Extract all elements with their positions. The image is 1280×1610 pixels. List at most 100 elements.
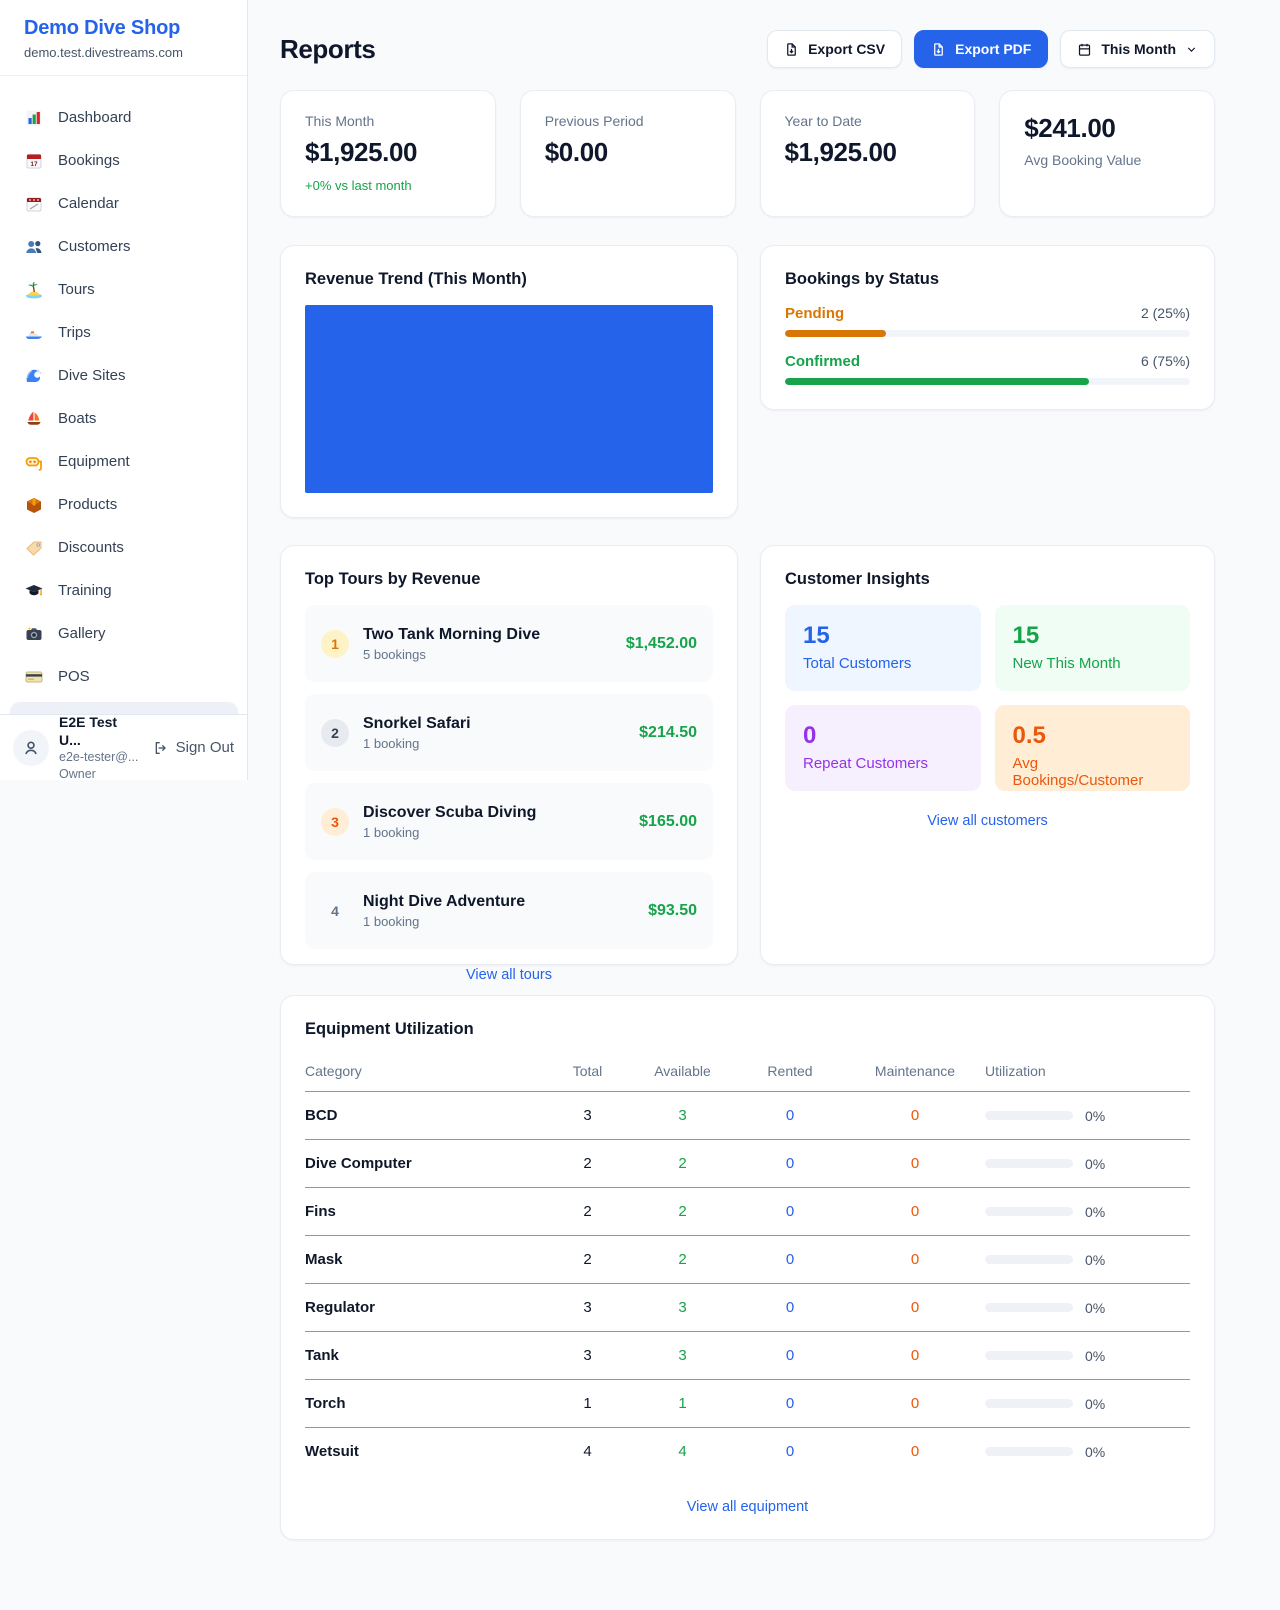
equipment-utilization-card: Equipment Utilization Category Total Ava… — [280, 995, 1215, 1540]
utilization-pct: 0% — [1085, 1443, 1106, 1460]
period-label: This Month — [1101, 41, 1176, 57]
revenue-trend-chart — [305, 305, 713, 493]
tour-list: 1 Two Tank Morning Dive 5 bookings $1,45… — [305, 605, 713, 949]
cell-rented: 0 — [735, 1187, 845, 1236]
col-total: Total — [545, 1053, 630, 1092]
export-csv-label: Export CSV — [808, 41, 886, 57]
cell-category: Fins — [305, 1187, 545, 1236]
cell-maintenance: 0 — [845, 1091, 985, 1140]
brand-block: Demo Dive Shop demo.test.divestreams.com — [0, 0, 247, 76]
sailboat-icon — [24, 409, 44, 429]
sidebar-item-gallery[interactable]: Gallery — [10, 612, 237, 655]
cell-available: 2 — [630, 1139, 735, 1188]
cell-available: 1 — [630, 1379, 735, 1428]
tour-name: Discover Scuba Diving — [363, 803, 537, 821]
cell-available: 3 — [630, 1091, 735, 1140]
sidebar-item-tours[interactable]: Tours — [10, 268, 237, 311]
sidebar-item-label: Products — [58, 496, 118, 513]
utilization-bar — [985, 1159, 1073, 1168]
status-row-confirmed: Confirmed 6 (75%) — [785, 353, 1190, 385]
sidebar-item-training[interactable]: Training — [10, 569, 237, 612]
sidebar-item-calendar[interactable]: Calendar — [10, 182, 237, 225]
wave-icon — [24, 366, 44, 386]
insight-tile-total-customers: 15 Total Customers — [785, 605, 981, 691]
col-category: Category — [305, 1053, 545, 1092]
tag-icon — [24, 538, 44, 558]
sidebar-item-label: Bookings — [58, 152, 120, 169]
tour-revenue: $165.00 — [639, 812, 697, 830]
sidebar-item-products[interactable]: Products — [10, 483, 237, 526]
utilization-bar — [985, 1255, 1073, 1264]
utilization-bar — [985, 1111, 1073, 1120]
sign-out-button[interactable]: Sign Out — [153, 739, 234, 756]
stat-card-avg-booking-value: $241.00 Avg Booking Value — [999, 90, 1215, 217]
cell-rented: 0 — [735, 1091, 845, 1140]
person-icon — [25, 740, 37, 754]
sidebar-item-boats[interactable]: Boats — [10, 397, 237, 440]
view-all-equipment-link[interactable]: View all equipment — [686, 1499, 809, 1515]
cell-available: 3 — [630, 1283, 735, 1332]
cell-maintenance: 0 — [845, 1139, 985, 1188]
rank-badge: 3 — [321, 807, 349, 836]
view-all-customers-link[interactable]: View all customers — [927, 813, 1048, 829]
sidebar-nav: Dashboard 17 Bookings Calendar Customers… — [0, 76, 247, 698]
cell-category: Wetsuit — [305, 1443, 359, 1460]
stat-value: $1,925.00 — [305, 137, 418, 167]
cell-rented: 0 — [735, 1235, 845, 1284]
tour-revenue: $214.50 — [639, 723, 697, 741]
sidebar-item-pos[interactable]: POS — [10, 655, 237, 698]
calendar-date-icon: 17 — [24, 151, 44, 171]
cell-category: Regulator — [305, 1283, 545, 1332]
sidebar-item-customers[interactable]: Customers — [10, 225, 237, 268]
stat-card-previous-period: Previous Period $0.00 — [519, 90, 736, 217]
status-count: 2 (25%) — [1140, 305, 1190, 321]
table-row: Regulator 3 3 0 0 0% — [305, 1283, 1190, 1332]
bookings-by-status-card: Bookings by Status Pending 2 (25%) Confi… — [760, 245, 1215, 410]
insight-tile-avg-bookings: 0.5 Avg Bookings/Customer — [994, 705, 1190, 791]
utilization-pct: 0% — [1085, 1299, 1106, 1316]
export-csv-button[interactable]: Export CSV — [767, 30, 903, 68]
user-role: Owner — [59, 766, 96, 781]
page-header: Reports Export CSV Export PDF This Month — [280, 30, 1215, 68]
tour-revenue: $93.50 — [648, 901, 697, 919]
sidebar-item-label: Trips — [58, 324, 91, 341]
col-available: Available — [630, 1053, 735, 1092]
rank-badge: 2 — [321, 718, 349, 747]
tile-label: Avg Bookings/Customer — [1012, 755, 1144, 789]
tour-list-item: 4 Night Dive Adventure 1 booking $93.50 — [305, 872, 713, 949]
cell-available: 2 — [630, 1187, 735, 1236]
cell-rented: 0 — [785, 1443, 795, 1460]
insight-grid: 15 Total Customers 15 New This Month 0 R… — [785, 605, 1190, 791]
utilization-pct: 0% — [1085, 1251, 1106, 1268]
file-download-icon — [787, 42, 796, 56]
sidebar-item-bookings[interactable]: 17 Bookings — [10, 139, 237, 182]
sidebar-item-equipment[interactable]: Equipment — [10, 440, 237, 483]
shop-domain: demo.test.divestreams.com — [24, 45, 183, 60]
tour-list-item: 1 Two Tank Morning Dive 5 bookings $1,45… — [305, 605, 713, 682]
cell-available: 3 — [630, 1331, 735, 1380]
view-all-tours-link[interactable]: View all tours — [466, 967, 552, 983]
package-icon — [24, 495, 44, 515]
table-row: Dive Computer 2 2 0 0 0% — [305, 1139, 1190, 1188]
cell-rented: 0 — [735, 1331, 845, 1380]
sidebar-item-dashboard[interactable]: Dashboard — [10, 96, 237, 139]
period-dropdown[interactable]: This Month — [1060, 30, 1215, 68]
sign-out-label: Sign Out — [175, 739, 234, 756]
status-bar-track — [785, 330, 1190, 337]
cell-category: Mask — [305, 1235, 545, 1284]
sidebar-item-active-partial[interactable] — [10, 702, 238, 714]
tour-bookings: 1 booking — [363, 913, 420, 929]
table-row: Fins 2 2 0 0 0% — [305, 1187, 1190, 1236]
speedboat-icon — [24, 323, 44, 343]
sidebar-item-dive-sites[interactable]: Dive Sites — [10, 354, 237, 397]
sidebar-item-discounts[interactable]: Discounts — [10, 526, 237, 569]
cell-category: Tank — [305, 1331, 545, 1380]
status-count: 6 (75%) — [1140, 353, 1190, 369]
utilization-bar — [985, 1303, 1073, 1312]
top-tours-card: Top Tours by Revenue 1 Two Tank Morning … — [280, 545, 738, 983]
table-row: BCD 3 3 0 0 0% — [305, 1091, 1190, 1140]
cell-maintenance: 0 — [845, 1331, 985, 1380]
revenue-trend-card: Revenue Trend (This Month) — [280, 245, 738, 518]
sidebar-item-trips[interactable]: Trips — [10, 311, 237, 354]
export-pdf-button[interactable]: Export PDF — [914, 30, 1049, 68]
